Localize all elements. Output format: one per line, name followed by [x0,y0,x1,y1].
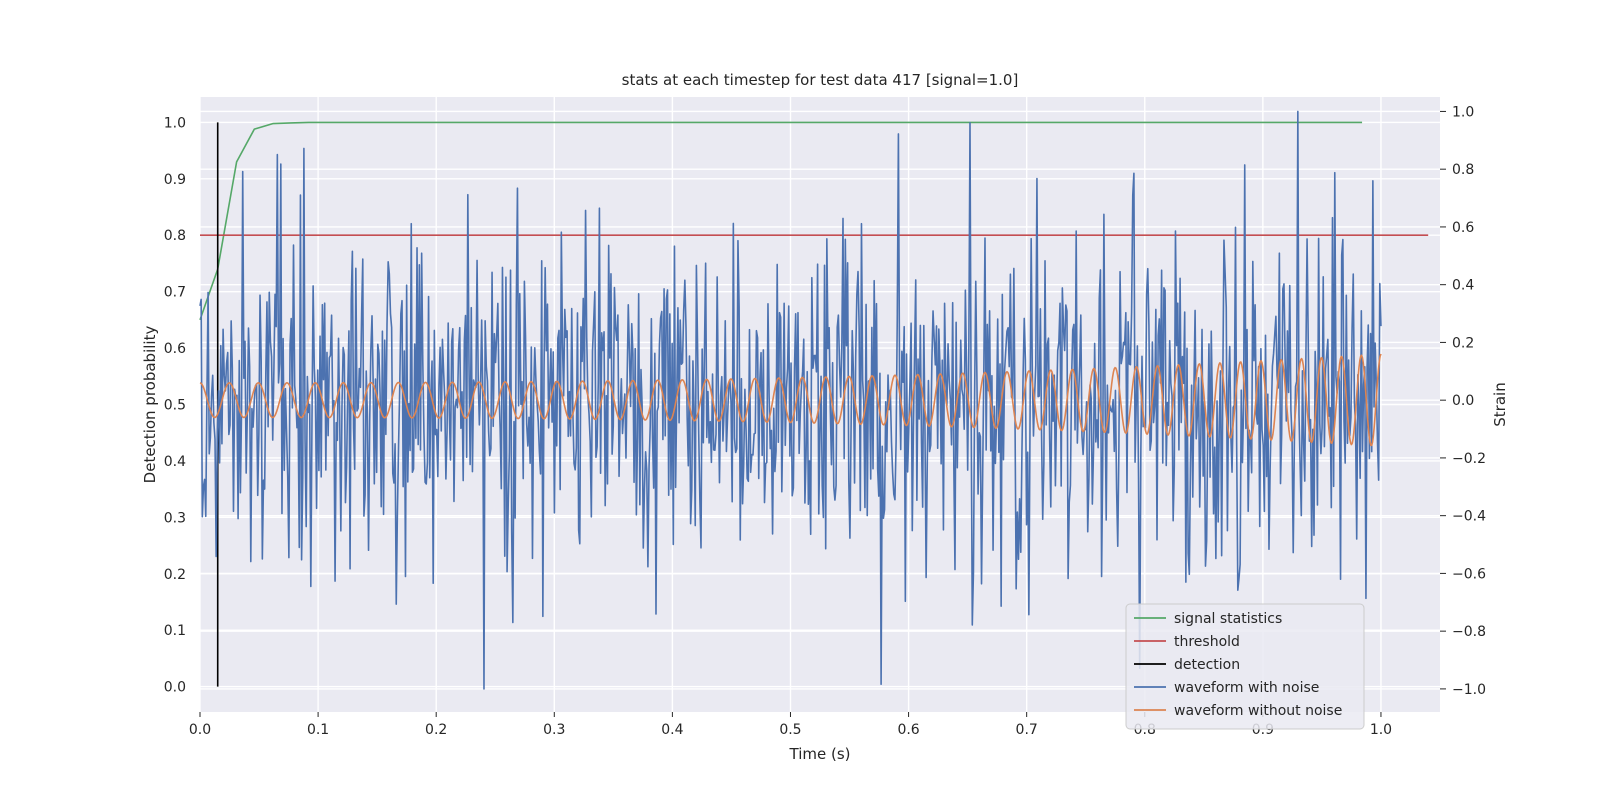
y2-tick-label: 0.2 [1452,335,1474,351]
legend-label: waveform with noise [1174,680,1319,696]
x-tick-label: 0.4 [661,722,683,738]
legend-label: signal statistics [1174,611,1282,627]
y-tick-label: 1.0 [164,115,186,131]
ticks-layer: 0.0 0.1 0.2 0.3 0.4 0.5 0.6 0.7 0.8 0.9 1.0 0.0 0.1 0… [164,104,1486,738]
y2-tick-label: 0.6 [1452,220,1474,236]
y2-tick-label: −0.2 [1452,451,1486,467]
x-tick-label: 0.2 [425,722,447,738]
y2-axis-label: Strain [1491,382,1509,426]
legend: signal statistics threshold detection wavef… [1125,603,1365,730]
y-tick-label: 0.8 [164,228,186,244]
y-tick-label: 0.3 [164,510,186,526]
series-signal-statistics [199,121,1363,321]
y-tick-label: 0.4 [164,454,186,470]
y2-tick-label: 1.0 [1452,104,1474,120]
y2-tick-label: −1.0 [1452,682,1486,698]
series-layer [199,110,1429,690]
y-tick-label: 0.2 [164,567,186,583]
x-tick-label: 0.7 [1016,722,1038,738]
y-tick-label: 0.5 [164,398,186,414]
y2-tick-label: −0.6 [1452,566,1486,582]
series-waveform-with-noise [199,110,1382,690]
x-tick-label: 0.1 [307,722,329,738]
chart-title: stats at each timestep for test data 417… [622,71,1019,89]
series-waveform-without-noise [199,353,1382,447]
legend-label: threshold [1174,634,1240,650]
y-tick-label: 0.7 [164,285,186,301]
x-tick-label: 0.5 [779,722,801,738]
legend-label: detection [1174,657,1240,673]
y-tick-label: 0.1 [164,623,186,639]
x-tick-label: 1.0 [1370,722,1392,738]
y2-tick-label: 0.8 [1452,162,1474,178]
legend-label: waveform without noise [1174,703,1342,719]
y2-tick-label: 0.4 [1452,278,1474,294]
y-tick-label: 0.0 [164,680,186,696]
y2-tick-label: −0.8 [1452,624,1486,640]
y-tick-label: 0.9 [164,172,186,188]
y-axis-label: Detection probability [141,326,159,484]
y2-tick-label: 0.0 [1452,393,1474,409]
x-tick-label: 0.0 [189,722,211,738]
legend-frame [1125,603,1365,730]
x-axis-label: Time (s) [789,745,851,763]
x-tick-label: 0.3 [543,722,565,738]
y2-tick-label: −0.4 [1452,509,1486,525]
y-tick-label: 0.6 [164,341,186,357]
x-tick-label: 0.6 [897,722,919,738]
